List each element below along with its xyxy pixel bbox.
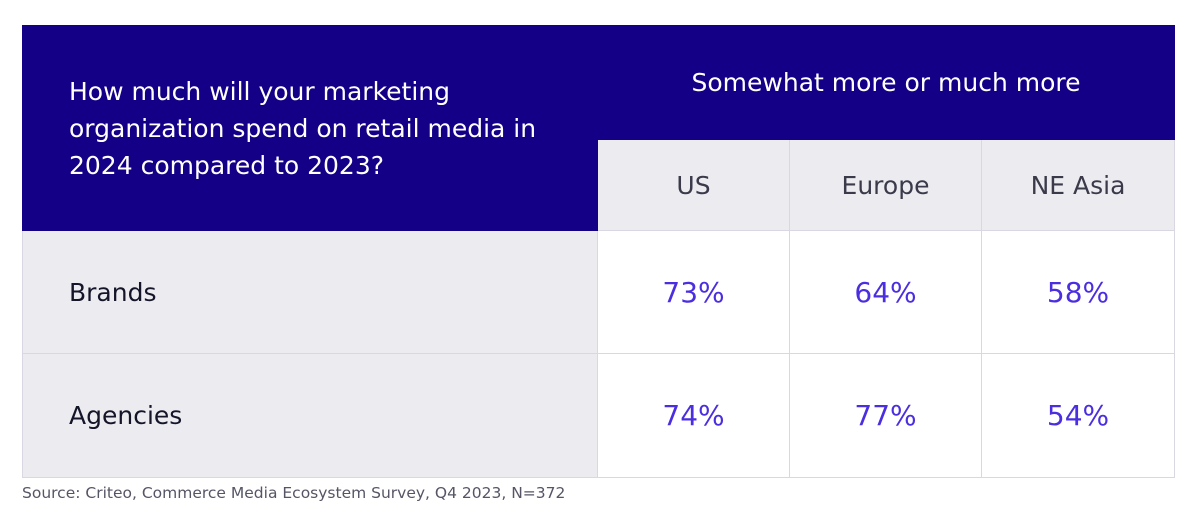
survey-table: How much will your marketing organizatio… [22,25,1176,478]
column-header-europe: Europe [789,139,982,231]
value-agencies-europe: 77% [789,353,982,478]
value-brands-ne-asia: 58% [980,230,1176,354]
group-header: Somewhat more or much more [596,25,1176,140]
value-brands-us: 73% [597,230,790,354]
value-agencies-ne-asia: 54% [980,353,1176,478]
value-brands-europe: 64% [789,230,982,354]
table-row-agencies: Agencies 74% 77% 54% [22,353,1176,478]
row-label-agencies: Agencies [22,353,598,478]
source-note: Source: Criteo, Commerce Media Ecosystem… [22,484,566,502]
value-agencies-us: 74% [597,353,790,478]
column-header-ne-asia: NE Asia [980,139,1176,231]
row-label-brands: Brands [22,230,598,354]
question-header: How much will your marketing organizatio… [22,25,598,231]
table-row-brands: Brands 73% 64% 58% [22,230,1176,354]
column-header-us: US [597,139,790,231]
